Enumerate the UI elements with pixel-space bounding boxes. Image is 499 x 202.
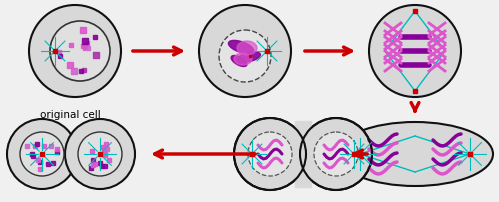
Circle shape [314,132,358,176]
Circle shape [50,22,110,82]
Circle shape [219,31,271,83]
Circle shape [78,132,122,176]
Text: identical new cells: identical new cells [0,201,90,202]
Bar [295,121,311,187]
Ellipse shape [337,122,493,186]
Circle shape [65,119,135,189]
Text: original cell: original cell [39,109,100,119]
Polygon shape [237,42,257,56]
Polygon shape [238,53,260,63]
Polygon shape [234,54,252,66]
Circle shape [199,6,291,98]
Polygon shape [229,41,253,54]
Circle shape [29,6,121,98]
Circle shape [248,132,292,176]
Circle shape [20,132,64,176]
Circle shape [300,118,372,190]
Circle shape [234,118,306,190]
Polygon shape [231,56,247,67]
Circle shape [7,119,77,189]
Circle shape [369,6,461,98]
